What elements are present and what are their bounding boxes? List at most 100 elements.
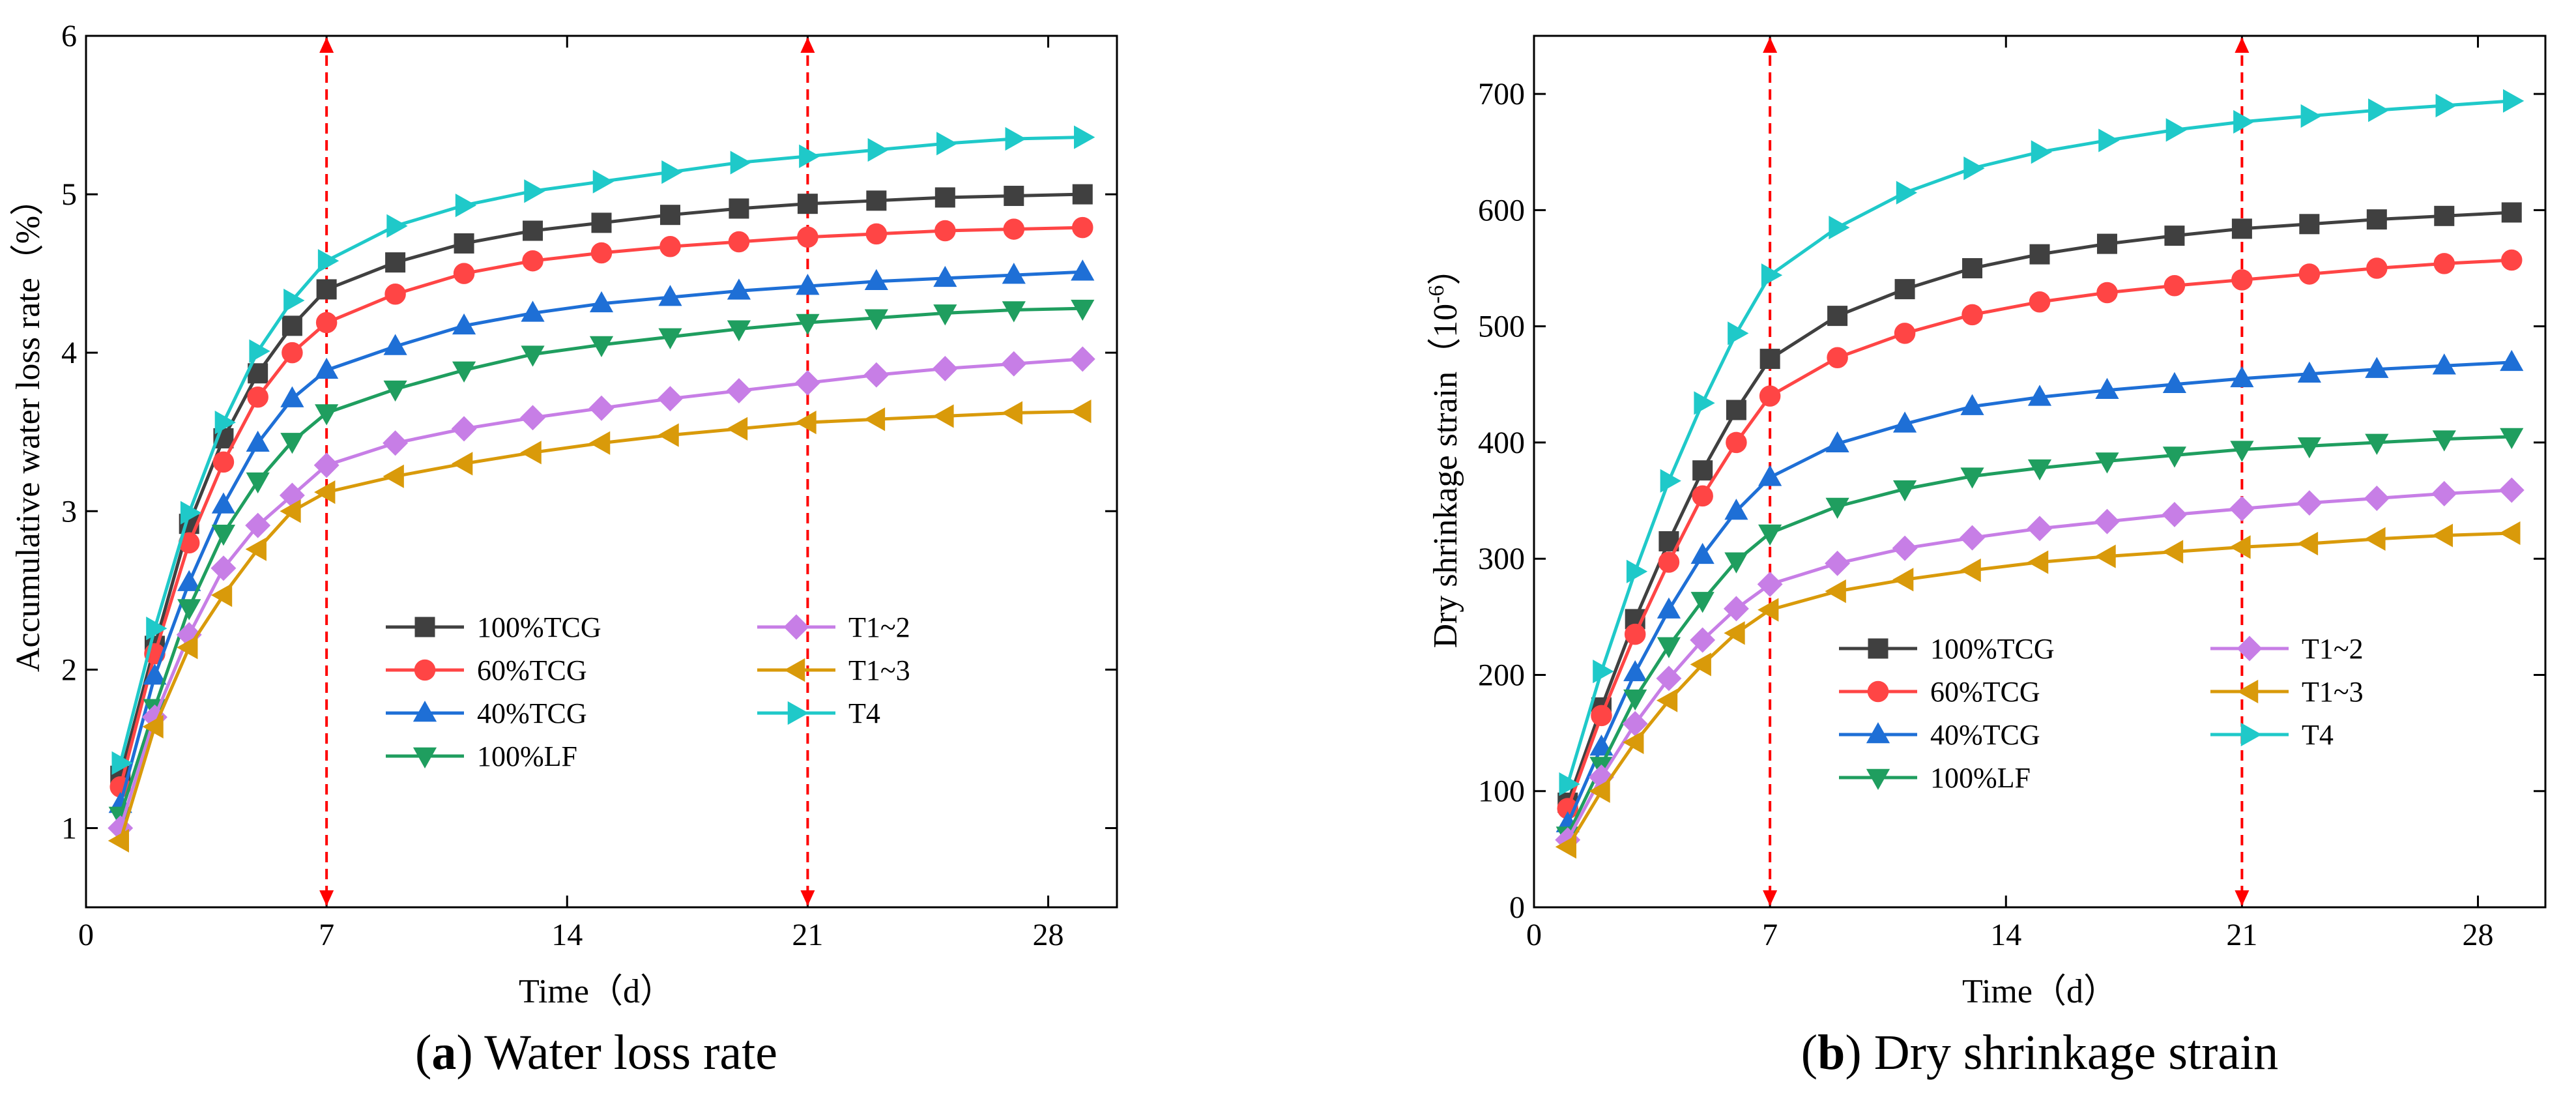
- data-point: [730, 151, 751, 175]
- legend-item: 100%LF: [1839, 762, 2031, 794]
- y-tick-label: 400: [1478, 426, 1525, 460]
- data-point: [2500, 428, 2524, 450]
- data-point: [589, 336, 614, 358]
- series-T4: [111, 125, 1095, 775]
- data-point: [1071, 259, 1095, 281]
- data-point: [521, 345, 545, 367]
- data-point: [2434, 205, 2455, 226]
- data-point: [111, 751, 133, 775]
- data-point: [864, 309, 888, 330]
- data-point: [452, 452, 473, 476]
- data-point: [451, 416, 477, 442]
- y-axis-title-end: ）: [1427, 252, 1464, 285]
- data-point: [210, 555, 237, 581]
- data-point: [1690, 627, 1716, 653]
- data-point: [933, 265, 957, 287]
- legend-label: T1~2: [848, 611, 910, 643]
- x-tick-label: 21: [2226, 918, 2257, 952]
- legend-label: T4: [848, 697, 880, 729]
- series-line: [1566, 531, 2512, 848]
- data-point: [1829, 216, 1850, 240]
- data-point: [2162, 540, 2184, 564]
- y-tick-label: 5: [61, 177, 77, 212]
- data-point: [521, 300, 545, 322]
- data-point: [523, 220, 543, 241]
- legend-marker: [2240, 722, 2263, 747]
- panel-caption-letter: a: [431, 1025, 456, 1080]
- data-point: [1692, 485, 1713, 507]
- data-point: [524, 179, 545, 203]
- data-point: [384, 283, 406, 305]
- series-line: [1566, 99, 2512, 785]
- data-point: [1961, 304, 1983, 326]
- data-point: [1005, 126, 1026, 151]
- data-point: [1072, 184, 1093, 205]
- legend-marker: [1866, 722, 1890, 744]
- plot-frame: [1533, 35, 2547, 909]
- series-T1~3: [1555, 521, 2521, 859]
- data-point: [932, 356, 958, 381]
- data-point: [1589, 734, 1614, 756]
- data-point: [2365, 433, 2389, 455]
- data-point: [2431, 523, 2453, 548]
- data-point: [317, 249, 340, 273]
- data-point: [658, 386, 683, 412]
- data-point: [1758, 598, 1779, 622]
- data-point: [280, 499, 301, 523]
- data-point: [2230, 441, 2254, 462]
- y-tick-label: 500: [1478, 310, 1525, 344]
- legend-label: T1~2: [2302, 633, 2364, 665]
- data-point: [2162, 446, 2187, 468]
- y-tick-label: 0: [1509, 890, 1525, 925]
- legend-marker: [414, 659, 436, 681]
- data-point: [383, 334, 407, 355]
- data-point: [1591, 705, 1612, 727]
- x-tick-label: 7: [319, 918, 334, 952]
- data-point: [588, 395, 615, 421]
- data-point: [2162, 502, 2188, 527]
- data-point: [315, 357, 339, 379]
- legend-item: 40%TCG: [386, 697, 587, 729]
- legend-label: T4: [2302, 719, 2334, 751]
- data-point: [314, 480, 336, 504]
- reference-arrow-bottom: [2235, 890, 2250, 906]
- data-point: [1002, 301, 1026, 323]
- series-40%TCG: [108, 259, 1095, 813]
- reference-arrow-top: [319, 37, 334, 53]
- data-point: [867, 138, 889, 162]
- data-point: [1593, 660, 1614, 684]
- y-tick-label: 2: [61, 652, 77, 687]
- data-point: [2230, 366, 2254, 388]
- series-40%TCG: [1556, 349, 2524, 832]
- data-point: [2432, 430, 2456, 452]
- y-tick-label: 1: [61, 811, 77, 845]
- data-point: [1827, 306, 1848, 327]
- data-point: [2296, 531, 2319, 556]
- data-point: [1726, 431, 1747, 454]
- data-point: [247, 386, 268, 408]
- data-point: [1757, 571, 1783, 597]
- data-point: [2029, 291, 2051, 313]
- data-point: [1623, 730, 1644, 754]
- data-point: [1070, 400, 1092, 424]
- reference-arrow-top: [800, 37, 815, 53]
- y-tick-label: 300: [1478, 542, 1525, 576]
- data-point: [177, 635, 198, 660]
- legend: 100%TCG 60%TCG 40%TCG 100%LF T1~2 T1~3 T4: [1839, 633, 2364, 794]
- data-point: [1724, 499, 1748, 520]
- data-point: [1825, 579, 1846, 604]
- data-point: [177, 570, 201, 591]
- data-point: [658, 423, 679, 447]
- data-point: [2365, 357, 2389, 378]
- panel-caption-text: Water loss rate: [473, 1025, 777, 1080]
- data-point: [454, 233, 474, 254]
- legend-marker: [787, 701, 809, 725]
- data-point: [2031, 140, 2053, 164]
- series-60%TCG: [1557, 249, 2523, 819]
- series-line: [119, 270, 1083, 805]
- data-point: [211, 525, 236, 546]
- x-axis-title: Time（d）: [519, 973, 674, 1010]
- data-point: [211, 492, 236, 514]
- series-100%LF: [1556, 428, 2524, 848]
